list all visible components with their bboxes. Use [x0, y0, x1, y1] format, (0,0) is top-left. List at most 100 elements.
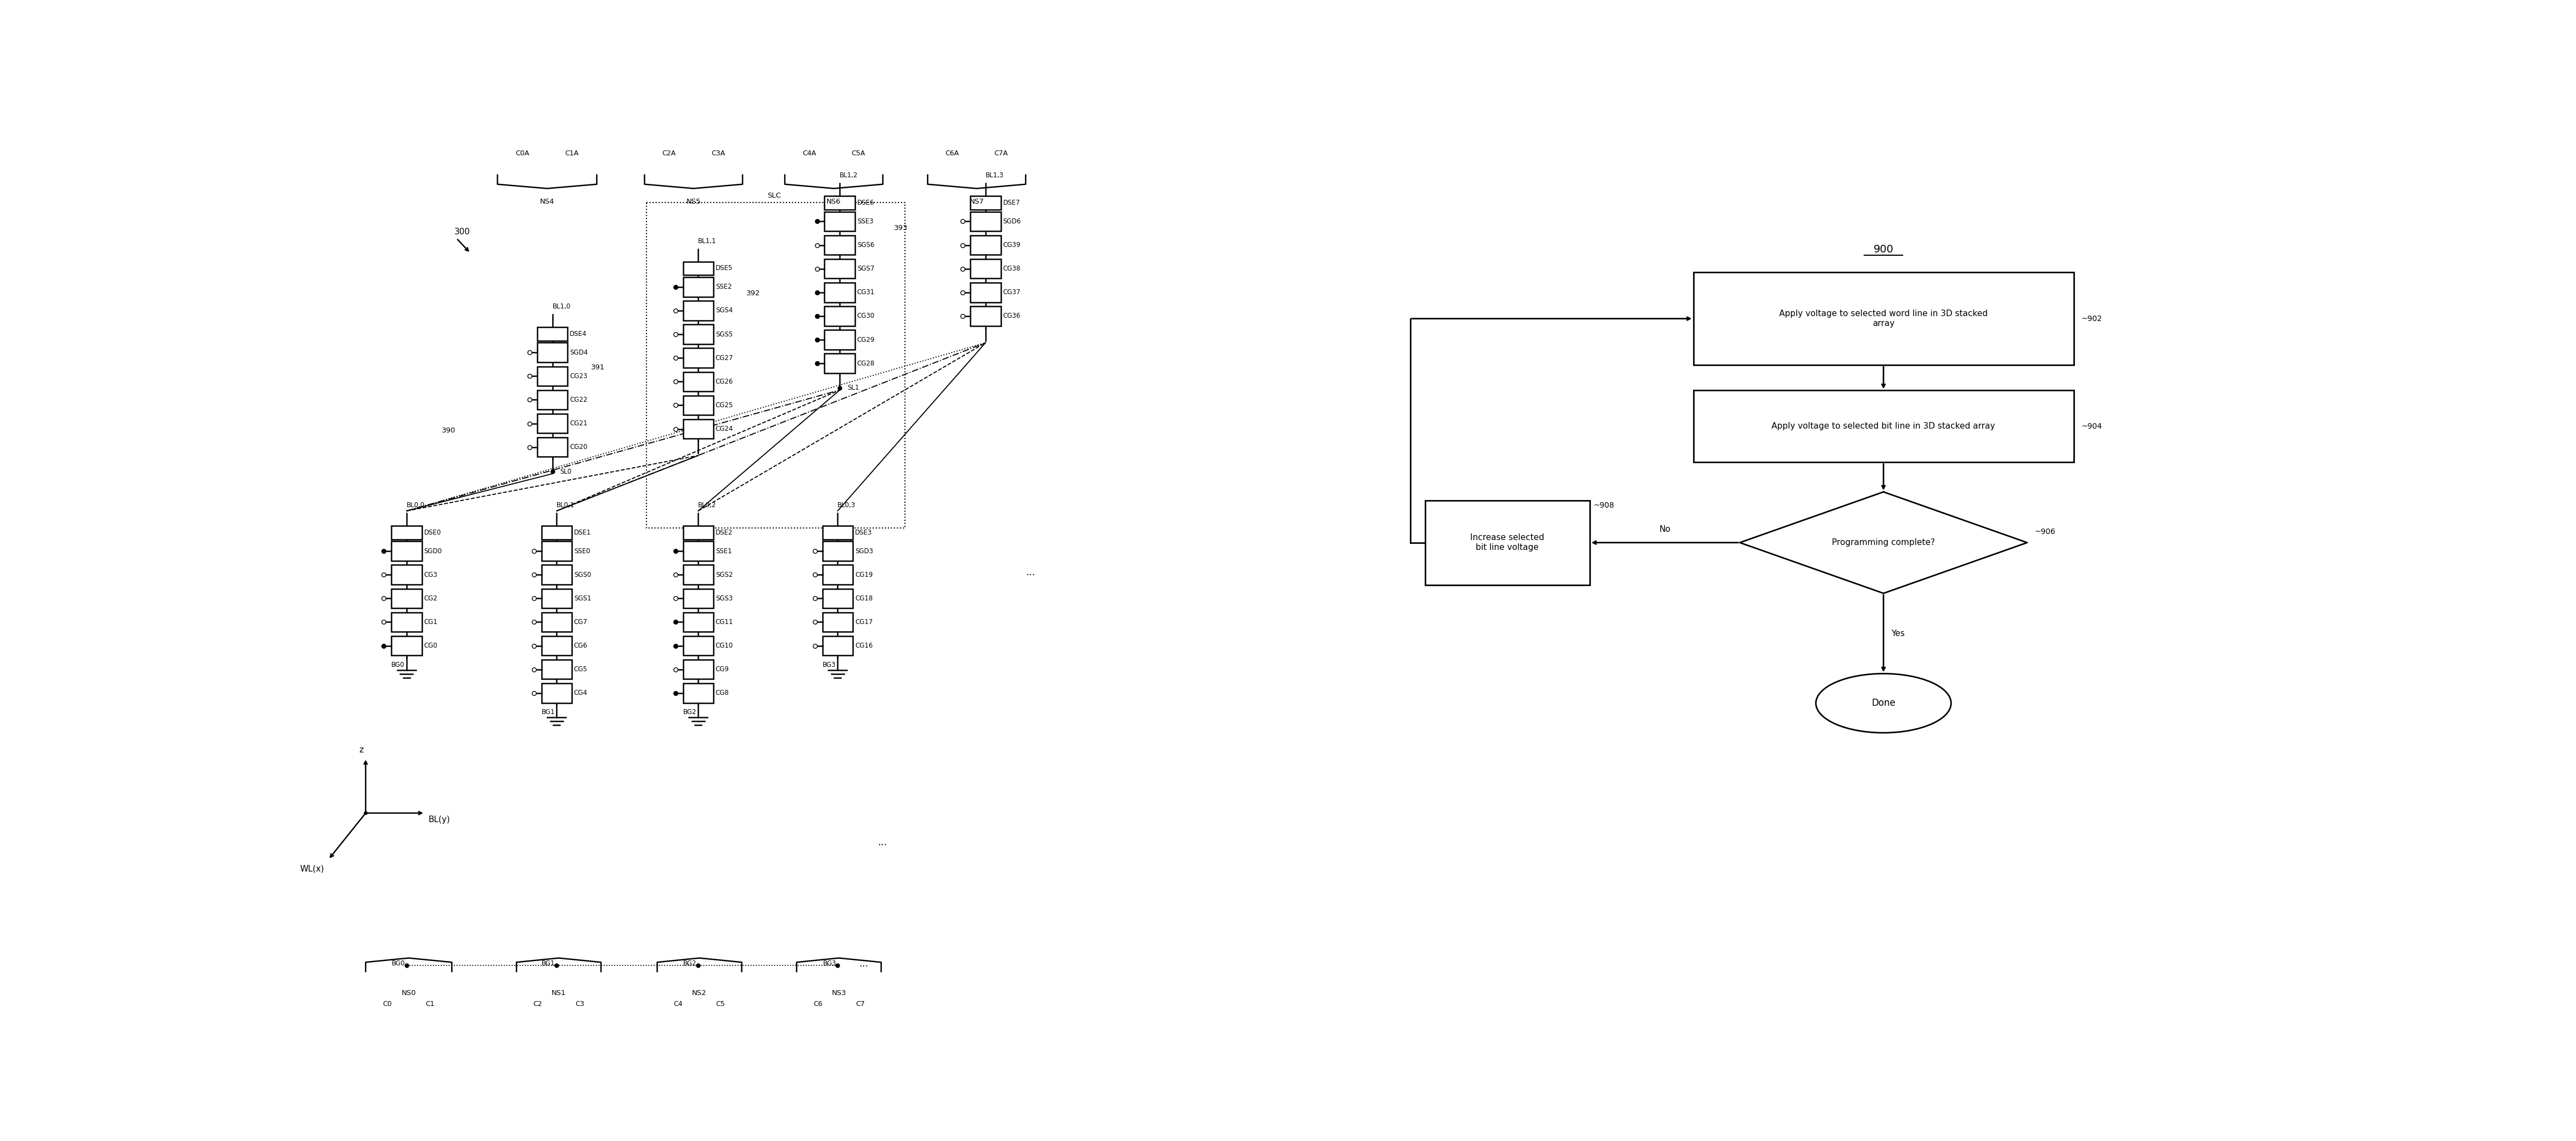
- Text: BL0,2: BL0,2: [698, 502, 716, 509]
- Text: CG10: CG10: [716, 642, 734, 649]
- Text: DSE5: DSE5: [716, 265, 732, 272]
- Bar: [971, 235, 999, 254]
- Text: NS5: NS5: [685, 199, 701, 205]
- Text: C0: C0: [384, 1001, 392, 1008]
- Text: NS1: NS1: [551, 989, 567, 996]
- Bar: [683, 683, 714, 703]
- Text: BL0,0: BL0,0: [407, 502, 425, 509]
- Bar: [971, 259, 999, 278]
- Text: No: No: [1659, 525, 1669, 533]
- Bar: [822, 636, 853, 655]
- Bar: [1692, 390, 2074, 462]
- Text: Done: Done: [1873, 698, 1896, 709]
- Text: 393: 393: [894, 225, 907, 232]
- Text: DSE6: DSE6: [858, 200, 873, 207]
- Text: SL1: SL1: [848, 385, 858, 391]
- Text: CG3: CG3: [425, 572, 438, 578]
- Bar: [392, 589, 422, 608]
- Bar: [683, 348, 714, 367]
- Text: 392: 392: [747, 290, 760, 297]
- Text: SGS6: SGS6: [858, 242, 873, 249]
- Bar: [683, 659, 714, 679]
- Text: SLC: SLC: [768, 193, 781, 200]
- Text: NS2: NS2: [693, 989, 706, 996]
- Bar: [824, 354, 855, 373]
- Text: CG37: CG37: [1002, 289, 1020, 296]
- Text: SSE3: SSE3: [858, 218, 873, 225]
- Text: CG31: CG31: [858, 289, 876, 296]
- Text: CG27: CG27: [716, 355, 734, 362]
- Bar: [541, 589, 572, 608]
- Text: CG39: CG39: [1002, 242, 1020, 249]
- Text: SSE1: SSE1: [716, 548, 732, 555]
- Text: DSE3: DSE3: [855, 529, 873, 536]
- Text: Apply voltage to selected word line in 3D stacked
array: Apply voltage to selected word line in 3…: [1780, 309, 1989, 327]
- Text: 900: 900: [1873, 244, 1893, 254]
- Text: C5: C5: [716, 1001, 726, 1008]
- Text: CG36: CG36: [1002, 313, 1020, 319]
- Text: CG0: CG0: [425, 642, 438, 649]
- Text: CG17: CG17: [855, 618, 873, 625]
- Text: CG16: CG16: [855, 642, 873, 649]
- Bar: [392, 613, 422, 632]
- Text: Yes: Yes: [1891, 630, 1904, 638]
- Text: C2: C2: [533, 1001, 541, 1008]
- Text: SSE0: SSE0: [574, 548, 590, 555]
- Bar: [683, 589, 714, 608]
- Text: SGD3: SGD3: [855, 548, 873, 555]
- Bar: [541, 526, 572, 540]
- Text: CG30: CG30: [858, 313, 876, 319]
- Text: 390: 390: [443, 427, 456, 435]
- Text: DSE7: DSE7: [1002, 200, 1020, 207]
- Bar: [683, 636, 714, 655]
- Text: CG5: CG5: [574, 666, 587, 673]
- Text: C3A: C3A: [711, 151, 724, 157]
- Text: WL(x): WL(x): [299, 865, 325, 873]
- Bar: [822, 613, 853, 632]
- Text: C4: C4: [675, 1001, 683, 1008]
- Text: C1: C1: [425, 1001, 435, 1008]
- Bar: [683, 565, 714, 584]
- Text: Increase selected
bit line voltage: Increase selected bit line voltage: [1471, 534, 1546, 551]
- Text: ~908: ~908: [1592, 502, 1615, 509]
- Text: CG24: CG24: [716, 426, 734, 432]
- Text: CG26: CG26: [716, 378, 734, 386]
- Polygon shape: [1739, 492, 2027, 593]
- Text: CG7: CG7: [574, 618, 587, 625]
- Text: CG29: CG29: [858, 337, 876, 343]
- Bar: [538, 414, 567, 434]
- Text: NS0: NS0: [402, 989, 415, 996]
- Bar: [538, 437, 567, 456]
- Bar: [824, 259, 855, 278]
- Bar: [683, 396, 714, 415]
- Text: CG1: CG1: [425, 618, 438, 625]
- Text: C0A: C0A: [515, 151, 528, 157]
- Text: NS3: NS3: [832, 989, 845, 996]
- Bar: [683, 277, 714, 297]
- Text: SGS3: SGS3: [716, 594, 732, 602]
- Text: C5A: C5A: [853, 151, 866, 157]
- Text: CG21: CG21: [569, 420, 587, 427]
- Bar: [683, 372, 714, 391]
- Text: CG4: CG4: [574, 689, 587, 697]
- Text: NS7: NS7: [969, 199, 984, 205]
- Bar: [824, 235, 855, 254]
- Text: SGS2: SGS2: [716, 572, 732, 578]
- Bar: [824, 330, 855, 349]
- Bar: [647, 202, 904, 528]
- Ellipse shape: [1816, 673, 1950, 733]
- Text: BL1,3: BL1,3: [987, 172, 1005, 179]
- Bar: [683, 526, 714, 540]
- Bar: [538, 327, 567, 341]
- Text: SGS4: SGS4: [716, 307, 732, 314]
- Text: C3: C3: [574, 1001, 585, 1008]
- Bar: [824, 307, 855, 326]
- Text: CG38: CG38: [1002, 265, 1020, 273]
- Text: Programming complete?: Programming complete?: [1832, 539, 1935, 547]
- Text: CG20: CG20: [569, 444, 587, 451]
- Text: C4A: C4A: [804, 151, 817, 157]
- Text: C2A: C2A: [662, 151, 675, 157]
- Bar: [1692, 273, 2074, 365]
- Text: CG22: CG22: [569, 396, 587, 403]
- Text: Apply voltage to selected bit line in 3D stacked array: Apply voltage to selected bit line in 3D…: [1772, 422, 1996, 430]
